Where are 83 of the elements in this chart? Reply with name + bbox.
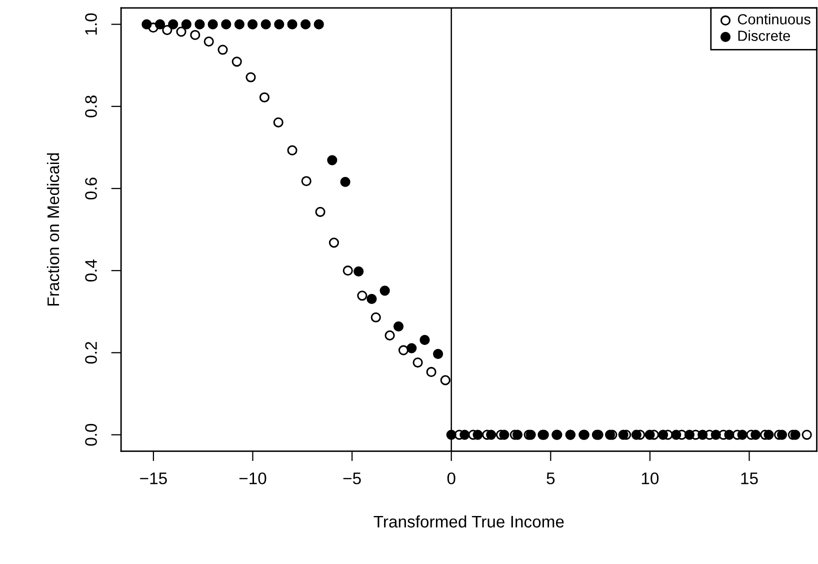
point: [486, 430, 496, 440]
point: [246, 72, 256, 82]
point: [499, 430, 510, 440]
point: [398, 345, 409, 356]
x-tick-label: 10: [642, 472, 659, 484]
point: [287, 19, 298, 30]
point: [366, 294, 377, 304]
point: [234, 19, 244, 30]
point: [162, 25, 172, 36]
point: [446, 430, 456, 440]
y-tick-label: 0.0: [85, 424, 97, 446]
point: [168, 19, 178, 30]
point: [440, 375, 450, 386]
point: [512, 430, 523, 440]
point: [631, 430, 642, 440]
point: [327, 155, 338, 166]
y-tick-label: 0.6: [85, 178, 97, 200]
point: [221, 19, 232, 30]
point: [273, 117, 284, 128]
point: [460, 430, 470, 440]
point: [181, 19, 192, 30]
point: [342, 266, 353, 276]
point: [710, 430, 721, 440]
point: [301, 176, 312, 186]
x-tick-label: 0: [447, 472, 456, 484]
y-tick-label: 0.4: [85, 259, 97, 282]
point: [618, 430, 628, 440]
point: [357, 290, 368, 301]
x-tick-label: −5: [343, 472, 361, 484]
point: [426, 366, 436, 378]
point: [644, 430, 655, 440]
point: [737, 430, 748, 440]
point: [328, 238, 340, 248]
x-tick-label: −15: [140, 472, 167, 484]
x-axis-title: Transformed True Income: [374, 515, 564, 528]
legend-label: Discrete: [738, 30, 790, 41]
y-tick-label: 0.2: [85, 342, 97, 364]
y-tick-label: 0.8: [85, 96, 97, 118]
point: [314, 19, 324, 30]
point: [802, 430, 812, 440]
point: [232, 56, 242, 67]
point: [684, 430, 695, 440]
point: [671, 430, 682, 440]
point: [204, 36, 214, 47]
point: [370, 312, 381, 322]
point: [393, 321, 404, 332]
point: [194, 19, 205, 30]
point: [142, 19, 152, 30]
point: [384, 330, 395, 340]
point: [764, 430, 774, 440]
point: [354, 266, 364, 276]
x-tick-label: −10: [239, 472, 266, 484]
y-axis-title: Fraction on Medicaid: [46, 153, 60, 306]
point: [247, 19, 258, 30]
point: [287, 145, 298, 156]
point: [750, 430, 761, 440]
point: [260, 19, 271, 30]
point: [340, 176, 350, 187]
point: [432, 348, 444, 359]
point: [208, 19, 218, 30]
point: [698, 430, 708, 440]
point: [259, 92, 270, 102]
y-tick-label: 1.0: [85, 13, 97, 35]
point: [154, 19, 166, 30]
point: [218, 44, 228, 55]
point: [300, 19, 311, 30]
point: [724, 430, 734, 440]
point: [420, 334, 430, 346]
point: [658, 430, 668, 440]
point: [176, 26, 186, 37]
point: [315, 206, 326, 217]
point: [604, 430, 616, 440]
point: [412, 357, 423, 368]
x-tick-label: 5: [546, 472, 555, 484]
point: [790, 430, 800, 440]
point: [776, 430, 788, 440]
legend-label: Continuous: [738, 14, 810, 24]
point: [190, 30, 200, 40]
point: [380, 286, 390, 296]
point: [274, 19, 284, 30]
x-tick-label: 15: [741, 472, 758, 484]
point: [406, 343, 417, 354]
point: [472, 430, 483, 440]
